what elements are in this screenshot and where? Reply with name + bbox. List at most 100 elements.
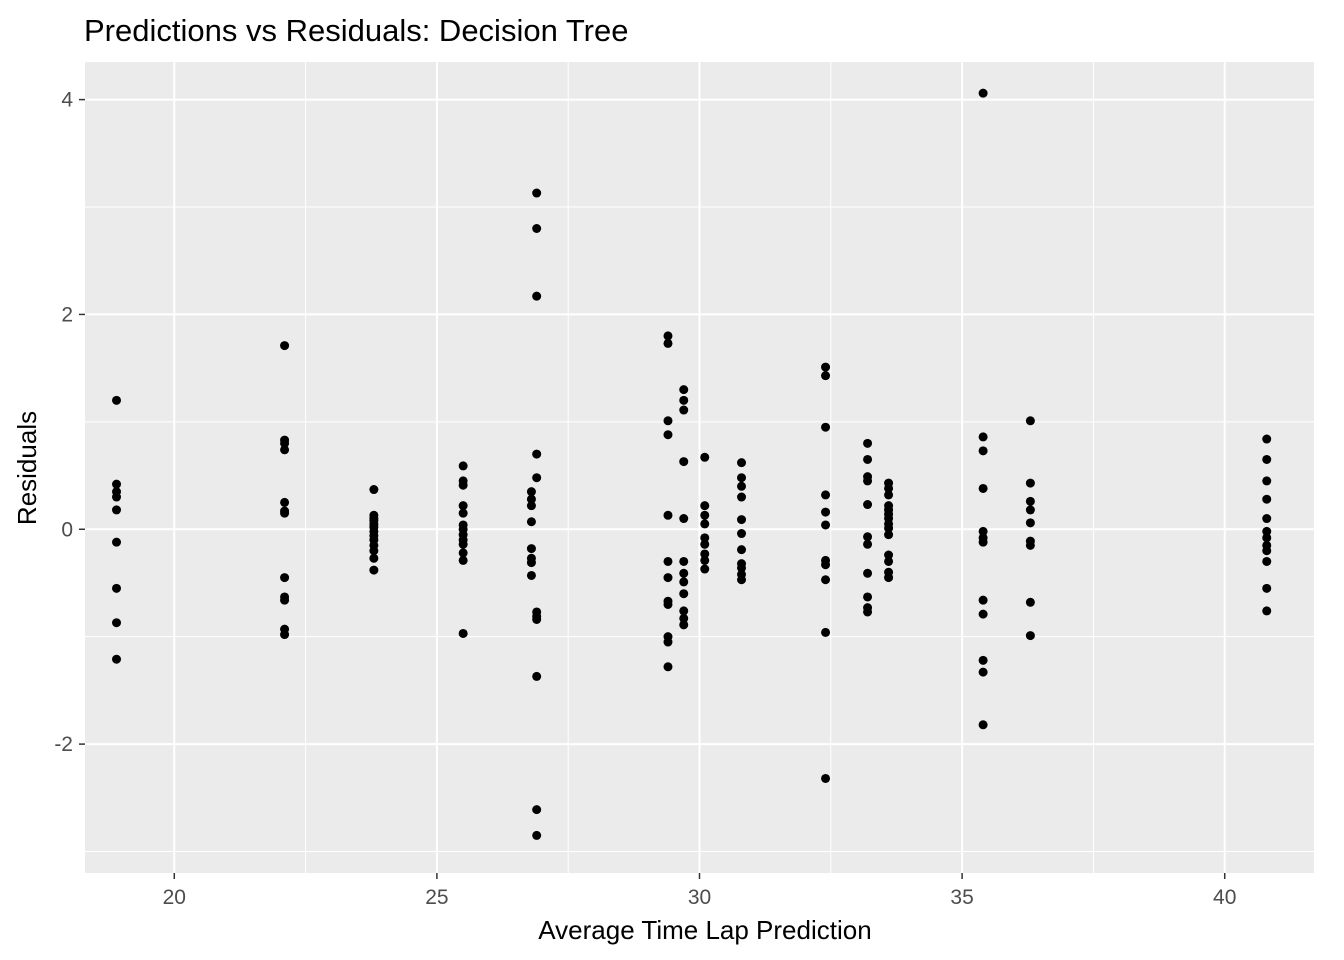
data-point (532, 830, 542, 840)
data-point (280, 438, 290, 448)
data-point (821, 627, 831, 637)
data-point (112, 492, 122, 502)
x-tick-label: 20 (163, 886, 186, 909)
data-point (863, 500, 873, 510)
data-point (458, 628, 468, 638)
data-point (884, 523, 894, 533)
data-point (737, 481, 747, 491)
data-point (458, 501, 468, 511)
data-point (369, 546, 379, 556)
data-point (884, 550, 894, 560)
data-point (737, 529, 747, 539)
data-point (1262, 533, 1272, 543)
chart-title: Predictions vs Residuals: Decision Tree (84, 13, 628, 48)
data-points (112, 88, 1272, 840)
data-point (1025, 631, 1035, 641)
data-point (821, 362, 831, 372)
data-point (700, 510, 710, 520)
data-point (526, 558, 536, 568)
data-point (526, 544, 536, 554)
data-point (1262, 556, 1272, 566)
data-point (532, 805, 542, 815)
data-point (1025, 478, 1035, 488)
data-point (458, 555, 468, 565)
data-point (663, 573, 673, 583)
data-point (821, 560, 831, 570)
data-point (1262, 454, 1272, 464)
data-point (821, 422, 831, 432)
data-point (679, 589, 689, 599)
data-point (526, 570, 536, 580)
data-point (978, 720, 988, 730)
data-point (679, 385, 689, 395)
data-point (737, 473, 747, 483)
data-point (280, 508, 290, 518)
data-point (1262, 546, 1272, 556)
data-point (663, 599, 673, 609)
data-point (863, 454, 873, 464)
data-point (679, 556, 689, 566)
data-point (884, 490, 894, 500)
data-point (884, 483, 894, 493)
data-point (369, 553, 379, 563)
x-tick-label: 40 (1213, 886, 1236, 909)
data-point (863, 438, 873, 448)
data-point (700, 519, 710, 529)
data-point (737, 575, 747, 585)
y-axis-title: Residuals (12, 411, 42, 525)
data-point (700, 533, 710, 543)
data-point (679, 568, 689, 578)
data-point (663, 416, 673, 426)
x-axis: 20 25 30 35 40 (163, 873, 1236, 909)
data-point (1025, 597, 1035, 607)
data-point (863, 592, 873, 602)
data-point (700, 452, 710, 462)
data-point (737, 515, 747, 525)
data-point (884, 530, 894, 540)
data-point (526, 501, 536, 511)
data-point (663, 331, 673, 341)
data-point (1025, 540, 1035, 550)
data-point (978, 655, 988, 665)
data-point (737, 545, 747, 555)
data-point (280, 573, 290, 583)
data-point (978, 446, 988, 456)
data-point (532, 614, 542, 624)
data-point (821, 507, 831, 517)
data-point (978, 537, 988, 547)
data-point (112, 583, 122, 593)
data-point (280, 595, 290, 605)
data-point (884, 573, 894, 583)
data-point (737, 492, 747, 502)
data-point (978, 609, 988, 619)
data-point (280, 630, 290, 640)
data-point (679, 514, 689, 524)
data-point (978, 526, 988, 536)
data-point (663, 637, 673, 647)
x-tick-label: 25 (425, 886, 448, 909)
data-point (700, 555, 710, 565)
major-gridlines (85, 62, 1314, 873)
data-point (978, 483, 988, 493)
x-axis-title: Average Time Lap Prediction (538, 915, 871, 945)
data-point (532, 671, 542, 681)
data-point (526, 494, 536, 504)
data-point (458, 461, 468, 471)
data-point (1025, 505, 1035, 515)
data-point (369, 565, 379, 575)
data-point (663, 556, 673, 566)
y-tick-label: -2 (54, 733, 73, 756)
data-point (532, 291, 542, 301)
data-point (1025, 416, 1035, 426)
data-point (458, 539, 468, 549)
data-point (532, 223, 542, 233)
data-point (1262, 526, 1272, 536)
data-point (863, 539, 873, 549)
data-point (1025, 518, 1035, 528)
y-tick-label: 4 (61, 89, 73, 112)
data-point (978, 595, 988, 605)
data-point (679, 620, 689, 630)
data-point (112, 505, 122, 515)
data-point (280, 445, 290, 455)
